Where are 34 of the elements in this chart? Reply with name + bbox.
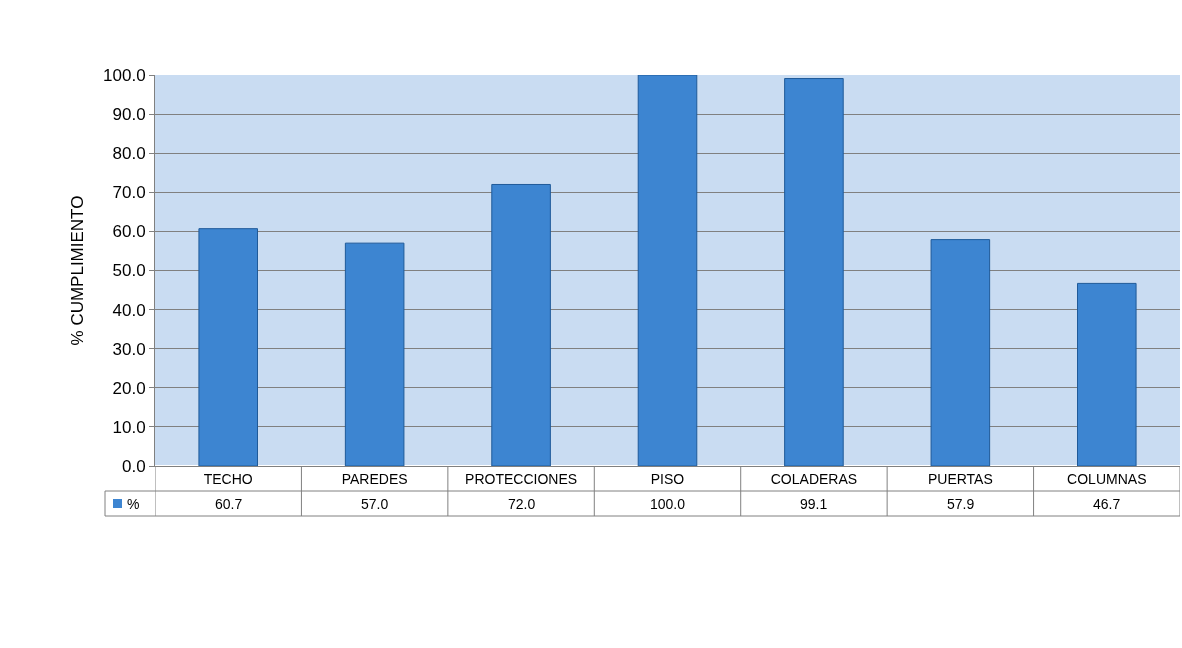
bar [784,78,844,466]
bar [1077,282,1137,466]
text: 99.1 [800,496,828,512]
text: 57.9 [947,496,975,512]
x-tick-label: PAREDES [341,470,408,487]
y-axis-title: % CUMPLIMIENTO [67,195,87,346]
text: 46.7 [1093,496,1121,512]
x-tick-label: TECHO [203,470,253,487]
text: 60.7 [215,496,243,512]
legend-label: % [127,496,140,512]
y-tick-label: 90.0 [112,105,146,125]
y-tick-label: 100.0 [103,65,146,85]
text: 100.0 [650,496,686,512]
y-tick-label: 10.0 [112,417,146,437]
y-tick-label: 30.0 [112,339,146,359]
y-tick-label: 40.0 [112,300,146,320]
x-tick-label: COLADERAS [770,470,858,487]
x-tick-label: PUERTAS [927,470,993,487]
y-tick-label: 0.0 [121,456,146,476]
y-tick-label: 70.0 [112,183,146,203]
bar [930,239,991,466]
x-tick-label: COLUMNAS [1067,470,1147,487]
y-tick-label: 80.0 [112,144,146,164]
bar [637,75,698,466]
y-tick-label: 50.0 [112,261,146,281]
bar [198,228,258,466]
y-tick-label: 60.0 [112,222,146,242]
y-tick-label: 20.0 [112,378,146,398]
text: 72.0 [508,496,536,512]
x-tick-label: PISO [650,470,685,487]
bar [491,183,551,466]
bar [344,242,405,466]
text: 57.0 [361,496,389,512]
x-tick-label: PROTECCIONES [465,470,578,487]
